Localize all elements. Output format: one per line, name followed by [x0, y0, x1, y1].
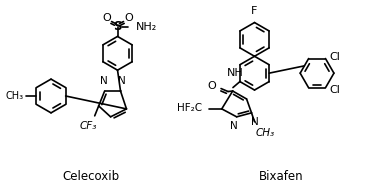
Text: O: O: [124, 13, 133, 22]
Text: HF₂C: HF₂C: [177, 103, 202, 113]
Text: CH₃: CH₃: [255, 128, 275, 138]
Text: F: F: [251, 6, 258, 15]
Text: N: N: [230, 121, 237, 131]
Text: O: O: [207, 81, 216, 91]
Text: Bixafen: Bixafen: [259, 170, 304, 183]
Text: N: N: [118, 76, 125, 86]
Text: CH₃: CH₃: [5, 91, 24, 101]
Text: CF₃: CF₃: [80, 121, 98, 131]
Text: Celecoxib: Celecoxib: [62, 170, 119, 183]
Text: N: N: [100, 76, 107, 86]
Text: Cl: Cl: [329, 85, 340, 95]
Text: O: O: [102, 13, 111, 22]
Text: S: S: [113, 20, 122, 33]
Text: NH₂: NH₂: [135, 22, 157, 32]
Text: NH: NH: [227, 68, 243, 78]
Text: Cl: Cl: [329, 52, 340, 62]
Text: N: N: [251, 117, 258, 127]
